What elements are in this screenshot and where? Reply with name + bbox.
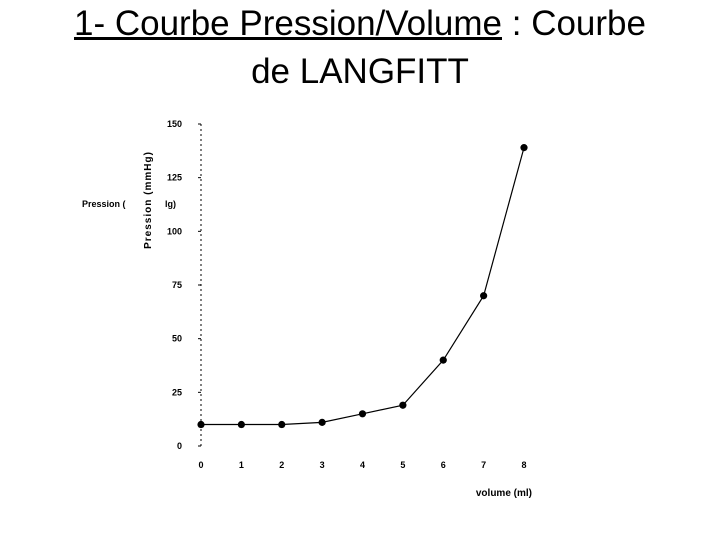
data-point	[480, 292, 488, 300]
y-tick-label: 100	[167, 226, 182, 236]
langfitt-chart: 0 25 50 75 100 125 150 0 1 2 3 4 5 6 7 8 Pression (mmHg)…	[65, 100, 580, 506]
x-axis-title: volume (ml)	[476, 488, 532, 499]
data-point	[278, 420, 286, 429]
y-tick-label: 50	[172, 334, 182, 344]
x-tick-label: 1	[239, 460, 244, 470]
slide-title: 1- Courbe Pression/Volume : Courbe de LA…	[0, 0, 720, 96]
y-axis-title: Pression (mmHg)	[143, 151, 154, 249]
y-tick-label: 150	[167, 119, 182, 129]
y-tick-label: 75	[172, 280, 182, 290]
data-point	[399, 401, 407, 409]
series-line	[201, 147, 525, 426]
data-point	[439, 356, 447, 364]
chart-labels: 0 25 50 75 100 125 150 0 1 2 3 4 5 6 7 8 Pression (mmHg)…	[82, 119, 532, 499]
x-tick-label: 2	[279, 460, 284, 470]
x-tick-label: 4	[360, 460, 365, 470]
data-point	[318, 418, 326, 426]
y-axis-ghost-label-left: Pression (	[82, 199, 126, 209]
chart-marks	[197, 144, 528, 429]
x-tick-label: 7	[481, 460, 486, 470]
y-tick-label: 125	[167, 173, 182, 183]
title-separator: :	[502, 4, 532, 43]
data-point	[197, 420, 205, 429]
title-line-2: de LANGFITT	[251, 52, 469, 91]
x-tick-label: 8	[521, 460, 526, 470]
data-point	[520, 144, 528, 152]
x-tick-label: 5	[400, 460, 405, 470]
x-tick-label: 0	[198, 460, 203, 470]
y-axis-ghost-label-right: lg)	[165, 199, 176, 209]
x-tick-label: 3	[320, 460, 325, 470]
title-underlined-part: 1- Courbe Pression/Volume	[74, 4, 502, 43]
x-tick-label: 6	[441, 460, 446, 470]
chart-axes	[198, 123, 202, 447]
title-line-1: 1- Courbe Pression/Volume : Courbe	[0, 0, 720, 48]
y-tick-label: 25	[172, 387, 182, 397]
chart-svg: 0 25 50 75 100 125 150 0 1 2 3 4 5 6 7 8 Pression (mmHg)…	[82, 119, 532, 499]
data-point	[358, 410, 367, 418]
title-part-courbe: Courbe	[531, 4, 646, 43]
data-point	[237, 420, 245, 429]
y-tick-label: 0	[177, 441, 182, 451]
